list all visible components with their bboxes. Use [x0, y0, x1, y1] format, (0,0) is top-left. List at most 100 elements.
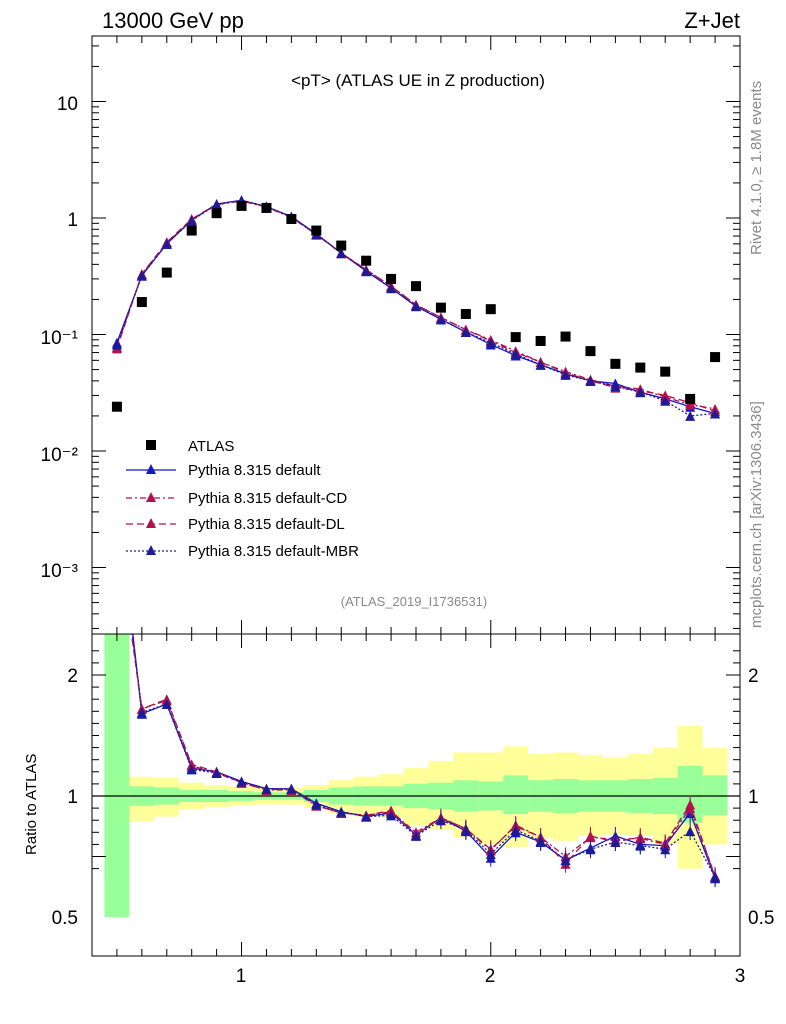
legend-marker-default [146, 464, 156, 474]
atlas-data-point [286, 214, 297, 225]
atlas-data-point [485, 304, 496, 315]
ratio-1-point [112, 513, 122, 523]
ratio-tick-label-1: 1 [67, 787, 78, 808]
y-tick-label-0.1: 10⁻¹ [41, 328, 79, 349]
ratio-3-point [635, 840, 646, 851]
legend-label-mbr: Pythia 8.315 default-MBR [188, 543, 359, 560]
legend-marker-cd [146, 492, 156, 502]
ratio-3-point [560, 855, 571, 866]
series-3-point [610, 381, 621, 392]
ratio-series-group [112, 489, 721, 888]
ratio-3-point [685, 826, 696, 837]
ratio-3-point [485, 849, 496, 860]
series-3-point [435, 314, 446, 325]
analysis-name: (ATLAS_2019_I1736531) [341, 594, 487, 609]
series-3-point [585, 375, 596, 386]
ratio-tick-label-2: 2 [67, 666, 78, 687]
x-tick-label-3: 3 [735, 966, 746, 987]
ratio-3-point [435, 815, 446, 826]
ratio-3-point [460, 824, 471, 835]
series-3-point [635, 387, 646, 398]
ratio-frame [91, 633, 741, 957]
series-3-point [510, 349, 521, 360]
series-3-point [161, 238, 172, 249]
series-3-point [136, 270, 147, 281]
series-3-point [336, 248, 347, 259]
plot-title: <pT> (ATLAS UE in Z production) [291, 71, 545, 90]
atlas-data-point [161, 267, 172, 278]
series-3-point [186, 215, 197, 226]
header-energy-label: 13000 GeV pp [102, 8, 244, 33]
legend-item-default: Pythia 8.315 default [126, 462, 321, 479]
ratio-axis-label: Ratio to ATLAS [23, 754, 40, 855]
ratio-3-point [311, 799, 322, 810]
series-2-point [660, 390, 671, 401]
atlas-data-point [411, 281, 421, 292]
atlas-data-point [685, 393, 696, 404]
ratio-3-point [211, 768, 222, 779]
ratio-3-point [535, 835, 546, 846]
atlas-data-point [510, 332, 521, 343]
series-3-point [710, 408, 721, 419]
atlas-data-point [585, 346, 596, 357]
legend-marker-dl [146, 518, 156, 528]
atlas-data-point [336, 240, 347, 251]
legend-item-mbr: Pythia 8.315 default-MBR [126, 543, 359, 560]
ratio-3-point [386, 810, 397, 821]
atlas-data-point [186, 225, 197, 236]
header-process-label: Z+Jet [684, 8, 740, 33]
atlas-data-point [261, 202, 272, 213]
ratio-3-point [112, 501, 122, 511]
ratio-3-point [610, 836, 621, 847]
legend-marker-atlas [146, 440, 156, 450]
atlas-data-point [311, 225, 322, 236]
series-3-point [386, 283, 397, 294]
series-3-point [560, 369, 571, 380]
ratio-panel: 2 1 0.5 2 1 0.5 Ratio to ATLAS [23, 489, 774, 957]
ratio-3-point [411, 830, 421, 841]
ratio-3-point [510, 824, 521, 835]
y-tick-label-1: 1 [67, 210, 78, 231]
x-tick-label-2: 2 [485, 966, 496, 987]
series-3-point [211, 199, 222, 210]
legend-item-cd: Pythia 8.315 default-CD [126, 490, 347, 507]
atlas-data-point [236, 200, 247, 211]
main-ticks [91, 36, 741, 634]
ratio-3-point [336, 806, 347, 817]
rivet-version-label: Rivet 4.1.0, ≥ 1.8M events [748, 81, 765, 255]
atlas-data-point [386, 273, 397, 284]
series-3-point [485, 337, 496, 348]
ratio-0-point [112, 489, 122, 499]
ratio-uncertainty-bands [92, 634, 740, 917]
legend-label-atlas: ATLAS [188, 438, 234, 455]
series-3-point [111, 339, 122, 350]
legend-marker-mbr [146, 545, 156, 555]
series-3-point [411, 301, 421, 312]
ratio-2-point [685, 799, 696, 810]
legend-label-dl: Pythia 8.315 default-DL [188, 516, 345, 533]
atlas-data-point [211, 208, 222, 219]
ratio-tick-label-right-0.5: 0.5 [748, 908, 774, 929]
legend-label-default: Pythia 8.315 default [188, 462, 321, 479]
main-series-group [111, 195, 721, 421]
legend: ATLAS Pythia 8.315 default Pythia 8.315 … [126, 438, 359, 560]
series-3-point [361, 266, 372, 277]
legend-item-dl: Pythia 8.315 default-DL [126, 516, 345, 533]
ratio-tick-label-0.5: 0.5 [52, 908, 78, 929]
ratio-series-clip [112, 489, 721, 888]
atlas-data-point [361, 255, 372, 266]
ratio-3-point [660, 844, 671, 855]
ratio-3-point [136, 707, 147, 718]
legend-item-atlas: ATLAS [146, 438, 234, 455]
atlas-data-point [535, 335, 546, 346]
ratio-3-point [585, 844, 596, 855]
mcplots-reference-label: mcplots.cern.ch [arXiv:1306.3436] [748, 401, 765, 628]
ratio-3-point [286, 783, 297, 794]
stat-uncertainty-band [104, 634, 130, 917]
legend-label-cd: Pythia 8.315 default-CD [188, 490, 347, 507]
ratio-3-point [710, 872, 721, 883]
ratio-2-point [585, 830, 596, 841]
y-tick-label-0.001: 10⁻³ [41, 561, 79, 582]
atlas-data-point [560, 331, 571, 342]
